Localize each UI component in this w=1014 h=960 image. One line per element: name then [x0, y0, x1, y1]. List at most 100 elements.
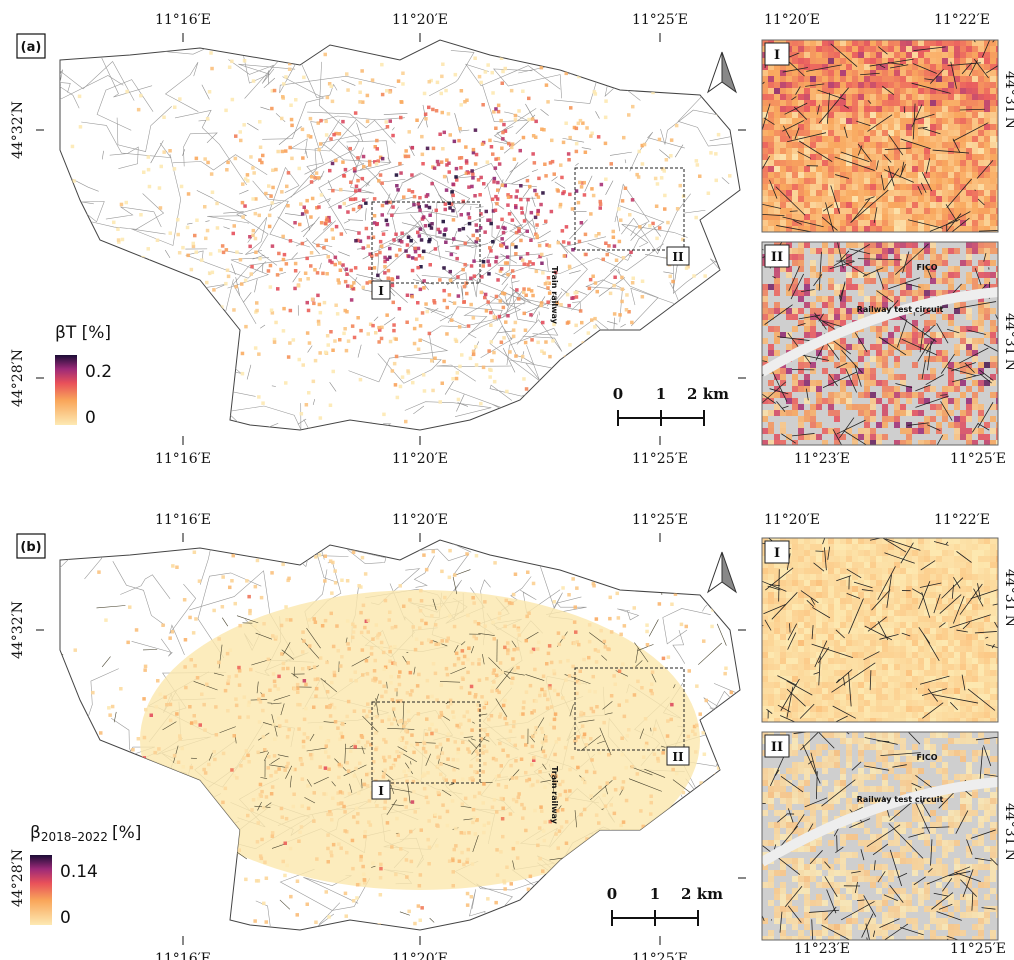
displacement-pixel [577, 201, 581, 205]
displacement-pixel [320, 193, 324, 197]
inset-pixel [996, 422, 1002, 428]
inset-pixel [924, 100, 930, 106]
displacement-pixel [741, 333, 745, 337]
inset-pixel [894, 100, 900, 106]
inset-pixel [924, 196, 930, 202]
displacement-pixel [537, 177, 541, 181]
displacement-pixel [353, 710, 357, 714]
inset-pixel [810, 380, 816, 386]
inset-pixel [798, 172, 804, 178]
lon-label: 11°20′E [392, 451, 448, 467]
displacement-pixel [328, 169, 332, 173]
displacement-pixel [661, 751, 665, 755]
displacement-pixel [462, 227, 466, 231]
inset-pixel [942, 112, 948, 118]
displacement-pixel [273, 340, 277, 344]
displacement-pixel [560, 825, 564, 829]
inset-pixel [774, 106, 780, 112]
inset-pixel [882, 386, 888, 392]
inset-pixel [852, 70, 858, 76]
inset-pixel [846, 242, 852, 248]
inset-pixel [954, 106, 960, 112]
inset-pixel [876, 40, 882, 46]
displacement-pixel [459, 166, 463, 170]
inset-pixel [816, 392, 822, 398]
inset-pixel [870, 112, 876, 118]
inset-pixel [960, 392, 966, 398]
inset-pixel [870, 248, 876, 254]
displacement-pixel [101, 245, 105, 249]
displacement-pixel [460, 213, 464, 217]
displacement-pixel [332, 843, 336, 847]
inset-pixel [912, 184, 918, 190]
displacement-pixel [397, 833, 401, 837]
displacement-pixel [517, 297, 521, 301]
displacement-pixel [320, 221, 324, 225]
displacement-pixel [292, 338, 296, 342]
inset-pixel [774, 82, 780, 88]
inset-pixel [966, 278, 972, 284]
inset-pixel [954, 94, 960, 100]
inset-pixel [972, 136, 978, 142]
inset-pixel [948, 166, 954, 172]
displacement-pixel [364, 201, 368, 205]
displacement-pixel [313, 666, 317, 670]
displacement-pixel [385, 219, 389, 223]
displacement-pixel [338, 338, 342, 342]
displacement-pixel [478, 193, 482, 197]
displacement-pixel [380, 646, 384, 650]
displacement-pixel [244, 878, 248, 882]
displacement-pixel [593, 351, 597, 355]
inset-pixel [918, 428, 924, 434]
displacement-pixel [470, 185, 474, 189]
displacement-pixel [571, 248, 575, 252]
inset-pixel [960, 142, 966, 148]
displacement-pixel [241, 352, 245, 356]
displacement-pixel [527, 540, 531, 544]
displacement-pixel [452, 779, 456, 783]
displacement-pixel [471, 596, 475, 600]
displacement-pixel [660, 176, 664, 180]
displacement-pixel [247, 760, 251, 764]
displacement-pixel [485, 750, 489, 754]
displacement-pixel [301, 128, 305, 132]
inset-pixel [942, 130, 948, 136]
inset-pixel [810, 434, 816, 440]
inset-pixel [894, 118, 900, 124]
inset-pixel [984, 178, 990, 184]
inset-pixel [810, 410, 816, 416]
inset-pixel [834, 70, 840, 76]
displacement-pixel [398, 162, 402, 166]
displacement-pixel [506, 273, 510, 277]
inset-pixel [894, 82, 900, 88]
displacement-pixel [585, 743, 589, 747]
displacement-pixel [228, 66, 232, 70]
inset-pixel [954, 434, 960, 440]
displacement-pixel [675, 932, 679, 936]
inset-pixel [918, 254, 924, 260]
inset-pixel [978, 88, 984, 94]
inset-pixel [900, 94, 906, 100]
displacement-pixel [279, 268, 283, 272]
displacement-pixel [533, 161, 537, 165]
inset-pixel [834, 160, 840, 166]
displacement-pixel [425, 796, 429, 800]
displacement-pixel [324, 120, 328, 124]
displacement-pixel [195, 219, 199, 223]
inset-pixel [942, 40, 948, 46]
displacement-pixel [211, 271, 215, 275]
inset-pixel [966, 82, 972, 88]
contour-line [721, 778, 768, 806]
inset-pixel [834, 124, 840, 130]
inset-pixel [846, 64, 852, 70]
inset-pixel [852, 40, 858, 46]
displacement-pixel [188, 616, 192, 620]
displacement-pixel [482, 182, 486, 186]
inset-pixel [924, 118, 930, 124]
displacement-pixel [361, 177, 365, 181]
inset-pixel [858, 40, 864, 46]
inset-pixel [852, 76, 858, 82]
inset-pixel [780, 368, 786, 374]
displacement-pixel [510, 89, 514, 93]
displacement-pixel [479, 81, 483, 85]
